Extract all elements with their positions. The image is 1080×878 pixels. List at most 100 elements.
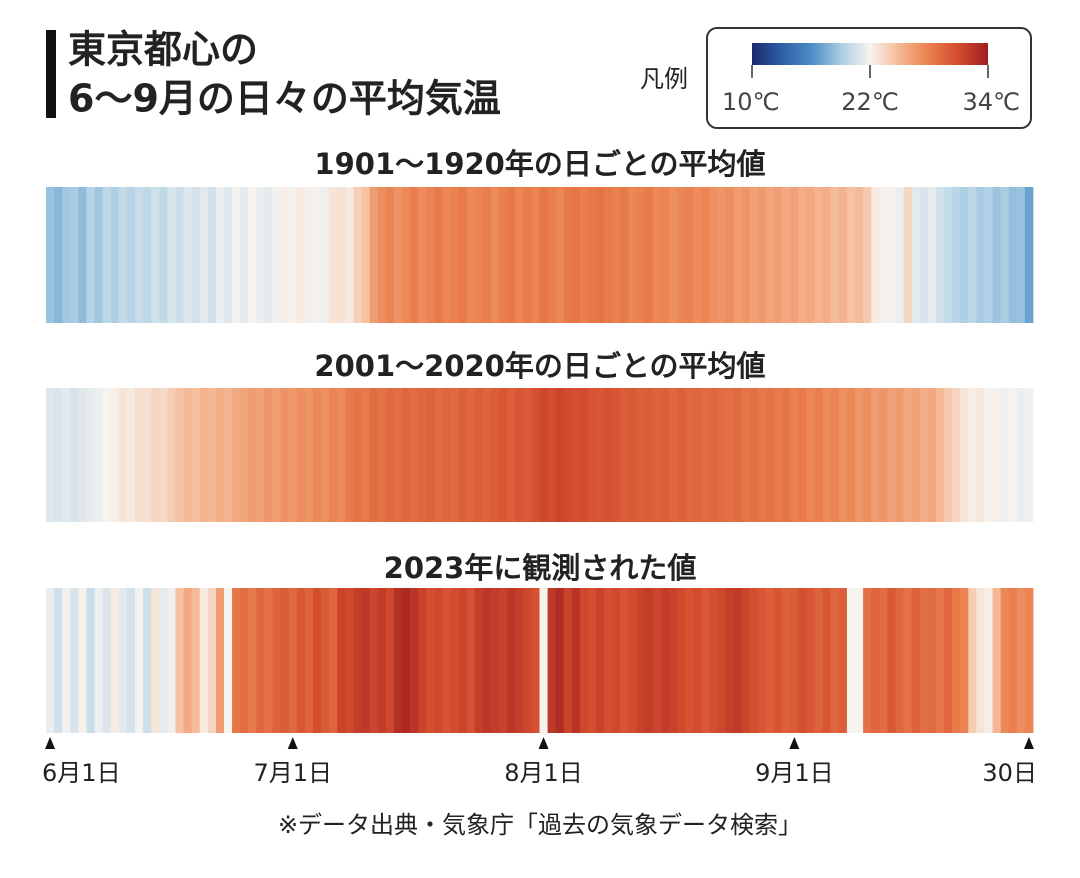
stripe [70, 588, 79, 733]
stripe [450, 588, 459, 733]
stripe [312, 588, 322, 733]
stripe [984, 187, 993, 323]
stripe [232, 388, 241, 522]
stripe [531, 588, 540, 733]
stripe [523, 388, 532, 522]
stripe [968, 187, 977, 323]
stripe [952, 588, 961, 733]
stripe [304, 388, 314, 522]
stripe [191, 187, 201, 323]
stripe [418, 388, 427, 522]
stripe [232, 187, 241, 323]
stripe [450, 388, 459, 522]
stripe [693, 388, 702, 522]
stripe [976, 187, 985, 323]
stripe [782, 187, 791, 323]
stripe [329, 388, 338, 522]
stripe [935, 588, 945, 733]
x-tick-mark [287, 737, 298, 749]
stripe [596, 588, 605, 733]
stripe [134, 187, 144, 323]
stripe [183, 388, 193, 522]
stripe [887, 588, 896, 733]
stripe [741, 187, 751, 323]
stripe [199, 388, 209, 522]
stripe [701, 588, 710, 733]
x-tick-mark [1023, 737, 1034, 749]
stripe [46, 187, 55, 323]
stripe [345, 588, 354, 733]
stripe [62, 187, 71, 323]
stripe [685, 187, 694, 323]
stripe [1024, 588, 1034, 733]
stripe [94, 388, 104, 522]
stripe [442, 588, 451, 733]
stripe [288, 388, 298, 522]
stripe [976, 388, 985, 522]
stripe [571, 187, 581, 323]
stripe [78, 588, 87, 733]
stripe [393, 187, 403, 323]
stripe [668, 187, 678, 323]
stripe [304, 588, 314, 733]
stripe [838, 588, 848, 733]
stripe [717, 388, 726, 522]
stripe [547, 388, 557, 522]
stripe [871, 187, 880, 323]
legend-label: 凡例 [640, 65, 688, 93]
colorbar-tick-label: 34℃ [963, 88, 1021, 116]
stripe [126, 388, 136, 522]
stripe [385, 187, 395, 323]
stripe [223, 187, 233, 323]
stripe [337, 187, 346, 323]
stripe [102, 187, 112, 323]
stripe [830, 388, 840, 522]
stripe [952, 388, 961, 522]
stripe [838, 388, 848, 522]
stripe [207, 388, 217, 522]
stripe [482, 187, 492, 323]
stripe [1008, 588, 1018, 733]
stripe [215, 388, 225, 522]
stripe [927, 187, 937, 323]
stripe [660, 187, 670, 323]
stripe [749, 388, 759, 522]
stripe [256, 187, 265, 323]
stripe [110, 187, 120, 323]
stripe [968, 388, 977, 522]
stripe [215, 187, 225, 323]
stripe [288, 187, 298, 323]
stripe [992, 388, 1002, 522]
stripe [54, 588, 63, 733]
stripe [94, 187, 104, 323]
stripe [604, 187, 613, 323]
stripe [499, 187, 508, 323]
panel-title: 1901〜1920年の日ごとの平均値 [314, 147, 765, 181]
stripe [240, 187, 249, 323]
stripe [944, 187, 953, 323]
stripe [992, 588, 1002, 733]
stripe [879, 187, 888, 323]
stripe [855, 588, 864, 733]
stripe [434, 388, 443, 522]
colorbar-tick-label: 10℃ [722, 88, 780, 116]
x-tick-mark [538, 737, 549, 749]
stripe [410, 588, 419, 733]
stripe [46, 588, 55, 733]
stripe [992, 187, 1002, 323]
stripe [523, 187, 532, 323]
stripe [458, 388, 468, 522]
stripe [223, 388, 233, 522]
stripe [749, 187, 759, 323]
stripe [450, 187, 459, 323]
stripe [685, 388, 694, 522]
stripe [175, 187, 184, 323]
stripe [531, 388, 540, 522]
stripe [588, 187, 597, 323]
stripe [264, 187, 273, 323]
stripe [442, 388, 451, 522]
stripe [838, 187, 848, 323]
stripe [248, 588, 257, 733]
stripe [935, 187, 945, 323]
stripe [329, 588, 338, 733]
